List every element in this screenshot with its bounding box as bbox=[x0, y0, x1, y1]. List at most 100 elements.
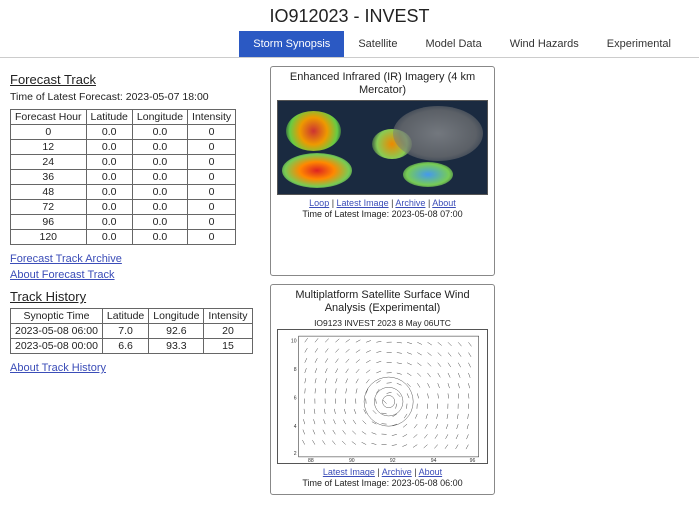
wind-panel: Multiplatform Satellite Surface Wind Ana… bbox=[270, 284, 495, 495]
wind-panel-subtitle: IO9123 INVEST 2023 8 May 06UTC bbox=[277, 318, 488, 328]
svg-text:10: 10 bbox=[291, 339, 297, 345]
history-col-header: Longitude bbox=[149, 309, 204, 324]
table-cell: 0.0 bbox=[86, 185, 132, 200]
tab-wind-hazards[interactable]: Wind Hazards bbox=[496, 31, 593, 57]
forecast-col-header: Latitude bbox=[86, 110, 132, 125]
ir-panel-title: Enhanced Infrared (IR) Imagery (4 km Mer… bbox=[277, 71, 488, 97]
panel-link-about[interactable]: About bbox=[419, 467, 443, 477]
ir-panel: Enhanced Infrared (IR) Imagery (4 km Mer… bbox=[270, 66, 495, 276]
wind-image[interactable]: 108 64 2 8890 9294 96 bbox=[277, 329, 488, 464]
table-cell: 120 bbox=[11, 230, 87, 245]
wind-panel-caption: Time of Latest Image: 2023-05-08 06:00 bbox=[277, 478, 488, 488]
table-cell: 0.0 bbox=[132, 230, 187, 245]
table-row: 00.00.00 bbox=[11, 125, 236, 140]
forecast-col-header: Longitude bbox=[132, 110, 187, 125]
table-cell: 15 bbox=[204, 339, 252, 354]
left-column: Forecast Track Time of Latest Forecast: … bbox=[10, 66, 260, 495]
table-row: 240.00.00 bbox=[11, 155, 236, 170]
table-cell: 0 bbox=[11, 125, 87, 140]
table-cell: 0 bbox=[188, 200, 236, 215]
svg-text:4: 4 bbox=[294, 425, 297, 431]
table-row: 960.00.00 bbox=[11, 215, 236, 230]
panel-link-loop[interactable]: Loop bbox=[309, 198, 329, 208]
table-cell: 6.6 bbox=[102, 339, 148, 354]
svg-text:90: 90 bbox=[349, 458, 355, 463]
table-cell: 2023-05-08 06:00 bbox=[11, 324, 103, 339]
forecast-table: Forecast HourLatitudeLongitudeIntensity … bbox=[10, 109, 236, 245]
table-cell: 0.0 bbox=[86, 125, 132, 140]
table-cell: 0.0 bbox=[132, 170, 187, 185]
wind-panel-title: Multiplatform Satellite Surface Wind Ana… bbox=[277, 289, 488, 315]
table-cell: 0.0 bbox=[86, 215, 132, 230]
table-cell: 0.0 bbox=[132, 200, 187, 215]
table-cell: 24 bbox=[11, 155, 87, 170]
table-cell: 36 bbox=[11, 170, 87, 185]
panel-link-about[interactable]: About bbox=[432, 198, 456, 208]
forecast-col-header: Forecast Hour bbox=[11, 110, 87, 125]
panel-link-archive[interactable]: Archive bbox=[382, 467, 412, 477]
forecast-time-label: Time of Latest Forecast: 2023-05-07 18:0… bbox=[10, 91, 260, 103]
table-cell: 0.0 bbox=[86, 230, 132, 245]
table-cell: 0 bbox=[188, 230, 236, 245]
right-column: Enhanced Infrared (IR) Imagery (4 km Mer… bbox=[270, 66, 689, 495]
table-cell: 93.3 bbox=[149, 339, 204, 354]
svg-text:88: 88 bbox=[308, 458, 314, 463]
about-forecast-link[interactable]: About Forecast Track bbox=[10, 269, 115, 281]
tab-experimental[interactable]: Experimental bbox=[593, 31, 685, 57]
ir-image[interactable] bbox=[277, 100, 488, 195]
history-heading: Track History bbox=[10, 289, 260, 304]
svg-text:92: 92 bbox=[390, 458, 396, 463]
tab-storm-synopsis[interactable]: Storm Synopsis bbox=[239, 31, 344, 57]
ir-panel-links: Loop | Latest Image | Archive | About bbox=[277, 198, 488, 208]
table-cell: 0.0 bbox=[132, 140, 187, 155]
history-col-header: Synoptic Time bbox=[11, 309, 103, 324]
about-history-link[interactable]: About Track History bbox=[10, 362, 106, 374]
table-cell: 0 bbox=[188, 155, 236, 170]
table-row: 360.00.00 bbox=[11, 170, 236, 185]
table-cell: 0.0 bbox=[86, 170, 132, 185]
table-cell: 0.0 bbox=[86, 140, 132, 155]
wind-panel-links: Latest Image | Archive | About bbox=[277, 467, 488, 477]
table-cell: 0 bbox=[188, 215, 236, 230]
table-row: 480.00.00 bbox=[11, 185, 236, 200]
page-title: IO912023 - INVEST bbox=[0, 0, 699, 31]
table-cell: 0 bbox=[188, 185, 236, 200]
svg-text:94: 94 bbox=[431, 458, 437, 463]
forecast-heading: Forecast Track bbox=[10, 72, 260, 87]
tab-bar: Storm SynopsisSatelliteModel DataWind Ha… bbox=[0, 31, 699, 58]
svg-text:96: 96 bbox=[470, 458, 476, 463]
table-cell: 0.0 bbox=[86, 200, 132, 215]
table-cell: 0.0 bbox=[132, 125, 187, 140]
table-cell: 2023-05-08 00:00 bbox=[11, 339, 103, 354]
history-table: Synoptic TimeLatitudeLongitudeIntensity … bbox=[10, 308, 253, 354]
panel-link-latest-image[interactable]: Latest Image bbox=[323, 467, 375, 477]
tab-satellite[interactable]: Satellite bbox=[344, 31, 411, 57]
svg-text:6: 6 bbox=[294, 396, 297, 402]
table-cell: 12 bbox=[11, 140, 87, 155]
history-col-header: Intensity bbox=[204, 309, 252, 324]
history-col-header: Latitude bbox=[102, 309, 148, 324]
table-cell: 96 bbox=[11, 215, 87, 230]
tab-model-data[interactable]: Model Data bbox=[411, 31, 495, 57]
forecast-col-header: Intensity bbox=[188, 110, 236, 125]
table-row: 1200.00.00 bbox=[11, 230, 236, 245]
table-row: 2023-05-08 06:007.092.620 bbox=[11, 324, 253, 339]
table-row: 2023-05-08 00:006.693.315 bbox=[11, 339, 253, 354]
table-cell: 7.0 bbox=[102, 324, 148, 339]
table-cell: 20 bbox=[204, 324, 252, 339]
table-cell: 0 bbox=[188, 170, 236, 185]
content-area: Forecast Track Time of Latest Forecast: … bbox=[0, 58, 699, 503]
panel-link-archive[interactable]: Archive bbox=[395, 198, 425, 208]
ir-panel-caption: Time of Latest Image: 2023-05-08 07:00 bbox=[277, 209, 488, 219]
table-cell: 0.0 bbox=[132, 155, 187, 170]
table-cell: 72 bbox=[11, 200, 87, 215]
table-row: 720.00.00 bbox=[11, 200, 236, 215]
table-cell: 92.6 bbox=[149, 324, 204, 339]
table-cell: 0.0 bbox=[86, 155, 132, 170]
table-cell: 0 bbox=[188, 140, 236, 155]
forecast-archive-link[interactable]: Forecast Track Archive bbox=[10, 253, 122, 265]
table-cell: 48 bbox=[11, 185, 87, 200]
table-cell: 0.0 bbox=[132, 215, 187, 230]
table-row: 120.00.00 bbox=[11, 140, 236, 155]
panel-link-latest-image[interactable]: Latest Image bbox=[337, 198, 389, 208]
